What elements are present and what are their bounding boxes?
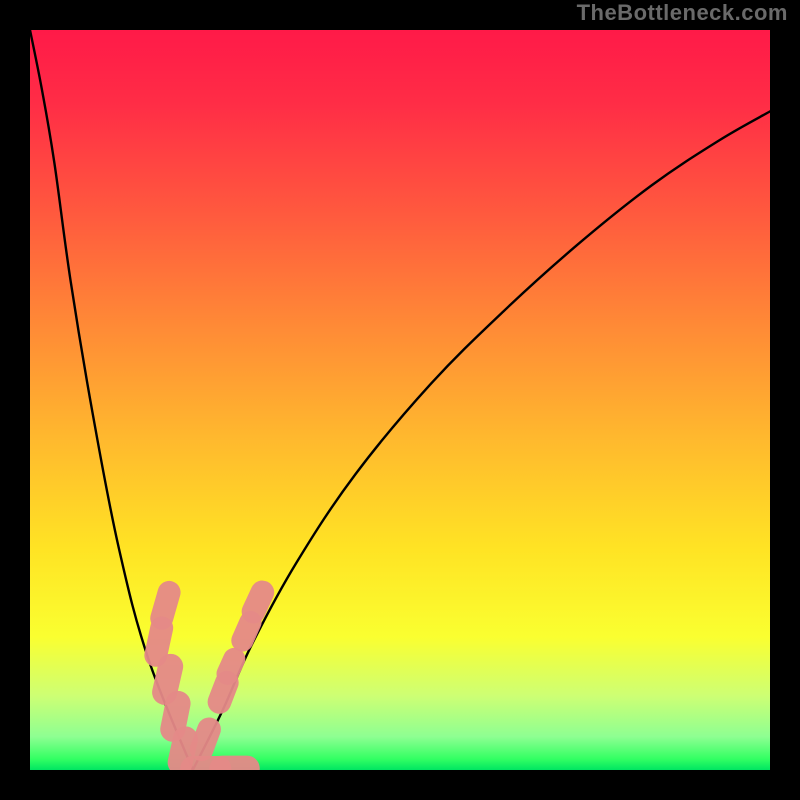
chart-overlay xyxy=(30,30,770,770)
marker-bead xyxy=(202,729,209,749)
marker-bead xyxy=(156,628,162,655)
marker-bead xyxy=(173,703,178,729)
marker-bead xyxy=(242,622,250,641)
marker-bead xyxy=(165,666,171,692)
plot-area xyxy=(30,30,770,770)
marker-bead xyxy=(253,592,262,611)
watermark-text: TheBottleneck.com xyxy=(577,0,788,26)
curve-right-arm xyxy=(193,111,770,770)
marker-bead xyxy=(219,683,226,702)
bottleneck-curve xyxy=(30,30,770,770)
marker-bead xyxy=(162,592,169,618)
chart-container: TheBottleneck.com xyxy=(0,0,800,800)
marker-cluster xyxy=(156,592,263,768)
marker-bead xyxy=(228,659,235,674)
